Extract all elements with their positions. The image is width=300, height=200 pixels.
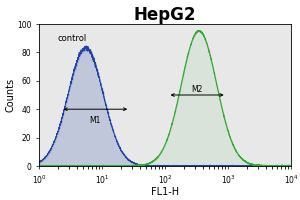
Text: M1: M1: [90, 116, 101, 125]
Text: control: control: [58, 34, 87, 43]
Text: M2: M2: [191, 85, 203, 94]
Y-axis label: Counts: Counts: [5, 78, 16, 112]
Title: HepG2: HepG2: [134, 6, 196, 24]
X-axis label: FL1-H: FL1-H: [151, 187, 179, 197]
